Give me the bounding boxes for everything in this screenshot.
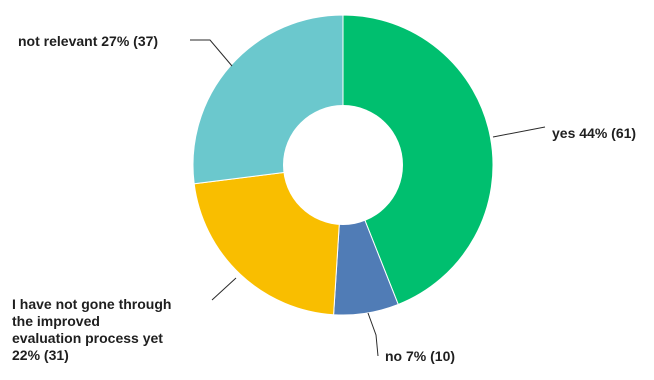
slice-label-line: not relevant 27% (37) — [18, 33, 158, 49]
slice-label: yes 44% (61) — [552, 125, 636, 141]
leader-line — [211, 277, 237, 301]
slice-yes — [342, 14, 494, 306]
leader-line — [492, 126, 546, 138]
slice-label-line: the improved — [12, 313, 100, 329]
slice-label-line: no 7% (10) — [385, 348, 455, 364]
slice-label: I have not gone through the improved evalu… — [12, 296, 171, 363]
leader-line — [190, 39, 233, 67]
slice-label-line: evaluation process yet — [12, 330, 163, 346]
labels-layer: yes 44% (61) no 7% (10) I have not gone th… — [12, 33, 636, 364]
slice-label: no 7% (10) — [385, 348, 455, 364]
slice-label-line: I have not gone through — [12, 296, 171, 312]
donut-hole — [283, 105, 403, 225]
leader-line — [367, 312, 379, 357]
slice-label-line: yes 44% (61) — [552, 125, 636, 141]
slice-label-line: 22% (31) — [12, 347, 69, 363]
slice-label: not relevant 27% (37) — [18, 33, 158, 49]
